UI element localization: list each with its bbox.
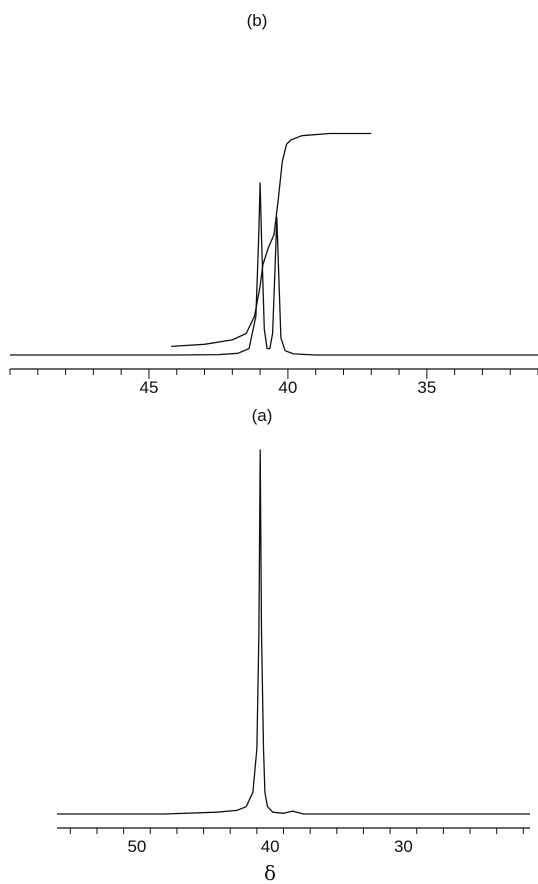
panel-b-x-tick-label: 40 — [278, 378, 297, 397]
panel-a-x-tick-label: 40 — [261, 837, 280, 856]
panel-b-label: (b) — [247, 11, 268, 30]
panel-a-x-tick-label: 50 — [127, 837, 146, 856]
panel-a-chart: 50 40 30 — [57, 449, 530, 856]
panel-a-x-tick-label: 30 — [394, 837, 413, 856]
panel-a-spectrum-line — [57, 449, 530, 815]
panel-b-spectrum-line — [10, 182, 538, 356]
panel-b-integral-line — [171, 132, 372, 348]
panel-b-x-tick-label: 35 — [417, 378, 436, 397]
panel-a-x-axis-label: δ — [264, 861, 276, 884]
panel-a-label: (a) — [252, 406, 273, 425]
panel-b-x-tick-label: 45 — [139, 378, 158, 397]
panel-b-chart: 45 40 35 — [9, 132, 538, 397]
